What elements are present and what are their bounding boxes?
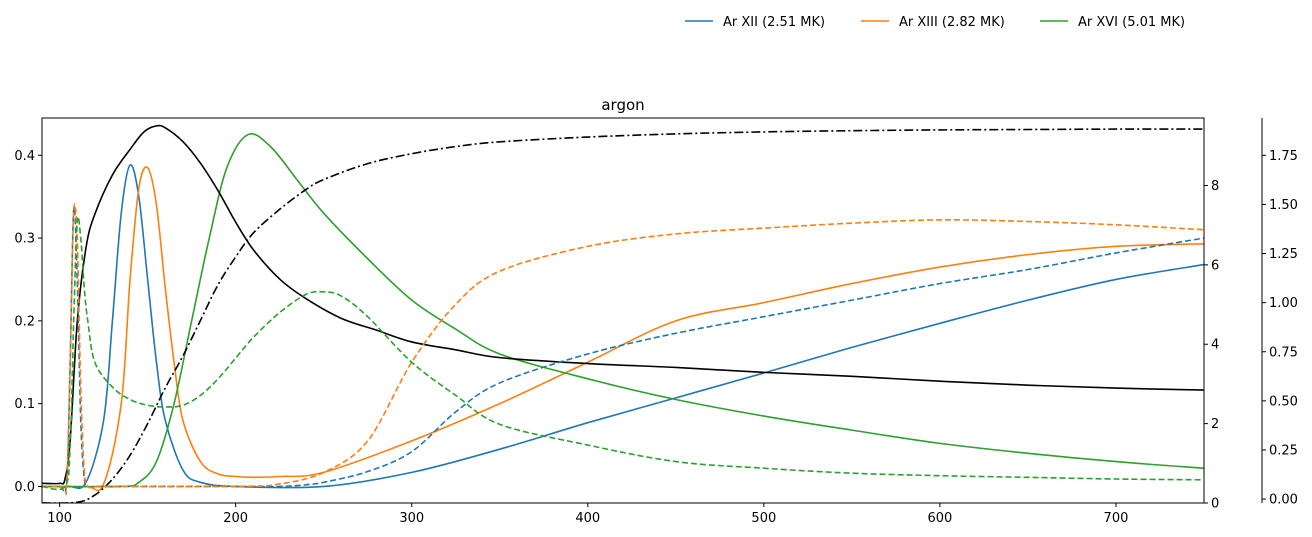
outer-right-y-tick-label: 1.25 [1269,247,1298,262]
legend: Ar XII (2.51 MK) Ar XIII (2.82 MK) Ar XVI … [685,15,1185,30]
left-y-tick-label: 0.1 [14,397,35,412]
x-tick-label: 400 [575,511,600,526]
x-tick-label: 200 [223,511,248,526]
outer-right-y-tick-label: 1.00 [1269,296,1298,311]
x-tick-label: 100 [47,511,72,526]
series-line-4 [42,128,1204,503]
right-y-tick-label: 8 [1211,179,1219,194]
series-line-2 [42,132,1204,488]
right-y-tick-label: 0 [1211,497,1219,512]
chart-title: argon [601,96,644,114]
legend-label-1: Ar XIII (2.82 MK) [899,15,1005,30]
x-tick-label: 300 [399,511,424,526]
plot-frame [41,117,1205,504]
series-layer [42,124,1204,503]
outer-right-y-tick-label: 1.50 [1269,198,1298,213]
outer-right-y-tick-label: 1.75 [1269,149,1298,164]
left-y-tick-label: 0.0 [14,480,35,495]
right-y-tick-label: 2 [1211,417,1219,432]
outer-right-y-tick-label: 0.00 [1269,493,1298,508]
series-line-0 [42,164,1204,490]
left-y-tick-label: 0.4 [14,149,35,164]
right-y-tick-label: 4 [1211,338,1219,353]
outer-right-y-tick-label: 0.25 [1269,443,1298,458]
series-group [42,124,1204,503]
x-tick-label: 500 [751,511,776,526]
left-y-tick-label: 0.2 [14,314,35,329]
x-tick-label: 600 [927,511,952,526]
legend-label-0: Ar XII (2.51 MK) [723,15,825,30]
series-line-1 [42,166,1204,492]
right-y-tick-label: 6 [1211,258,1219,273]
series-line-5 [42,205,1204,494]
axes-layer: 100 200 300 400 500 600 700 0.0 0.1 0.2 0.3 0.4 0 2 4 6… [14,117,1298,526]
outer-right-y-tick-label: 0.75 [1269,345,1298,360]
series-line-3 [42,124,1204,485]
outer-right-y-tick-label: 0.50 [1269,394,1298,409]
legend-label-2: Ar XVI (5.01 MK) [1078,15,1185,30]
left-y-tick-label: 0.3 [14,232,35,247]
x-tick-label: 700 [1104,511,1129,526]
series-line-6 [42,203,1204,496]
series-line-7 [42,215,1204,491]
